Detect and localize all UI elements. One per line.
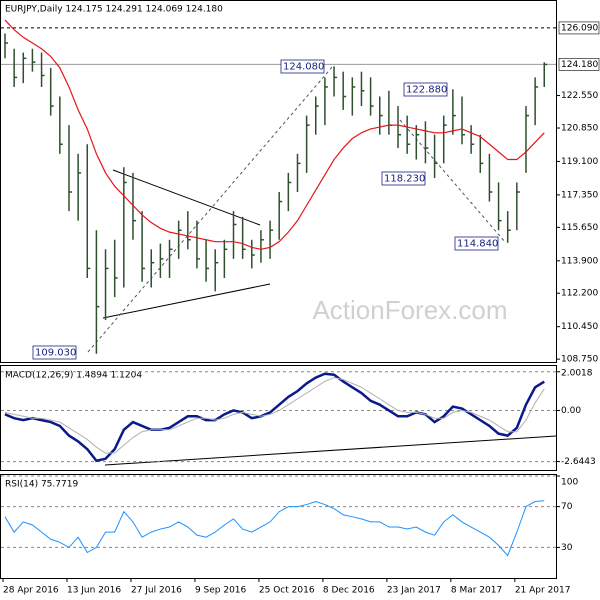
y-tick-label: 122.550 — [561, 91, 598, 101]
watermark: ActionForex.com — [312, 295, 507, 325]
level-label: 124.180 — [561, 60, 598, 70]
trend-line — [112, 169, 261, 226]
y-tick-label: 112.200 — [561, 289, 598, 299]
x-tick-label: 9 Sep 2016 — [195, 586, 247, 596]
y-tick-label: 0.00 — [561, 406, 581, 416]
x-tick-label: 8 Dec 2016 — [323, 586, 375, 596]
y-tick-label: 119.100 — [561, 157, 598, 167]
x-tick-label: 27 Jul 2016 — [131, 586, 182, 596]
annotation: 122.880 — [406, 85, 447, 96]
annotation: 118.230 — [384, 174, 425, 185]
y-tick-label: 115.650 — [561, 223, 598, 233]
x-tick-label: 23 Jan 2017 — [387, 586, 441, 596]
line-series — [4, 19, 545, 250]
macd-title: MACD(12,26,9) 1.4894 1.1204 — [5, 371, 142, 381]
y-tick-label: 117.350 — [561, 190, 598, 200]
rsi-panel — [0, 474, 557, 579]
y-tick-label: 120.850 — [561, 124, 598, 134]
y-tick-label: 70 — [561, 502, 573, 512]
x-tick-label: 28 Apr 2016 — [3, 586, 59, 596]
annotation: 114.840 — [457, 239, 498, 250]
x-tick-label: 8 Mar 2017 — [451, 586, 502, 596]
price-title: EURJPY,Daily 124.175 124.291 124.069 124… — [5, 5, 223, 15]
macd-trend-line — [104, 435, 557, 466]
y-tick-label: 100 — [561, 478, 578, 488]
wave-line — [399, 119, 506, 243]
annotation-box — [403, 82, 448, 97]
annotation-box — [381, 171, 426, 186]
price-panel — [0, 0, 557, 363]
level-label: 126.090 — [561, 23, 598, 33]
macd-panel — [0, 365, 557, 471]
annotation: 109.030 — [35, 348, 76, 359]
annotation-box — [280, 59, 325, 74]
rsi-title: RSI(14) 75.7719 — [5, 480, 78, 490]
annotation-box — [32, 345, 77, 360]
y-tick-label: 108.750 — [561, 355, 598, 365]
line-series — [4, 500, 545, 557]
line-series — [4, 372, 545, 463]
y-tick-label: -2.6443 — [561, 457, 596, 467]
x-tick-label: 25 Oct 2016 — [259, 586, 315, 596]
y-tick-label: 113.900 — [561, 256, 598, 266]
wave-line — [87, 65, 334, 353]
y-tick-label: 110.450 — [561, 322, 598, 332]
level-label-box — [558, 21, 600, 35]
level-label-box — [558, 58, 600, 71]
trend-line — [102, 283, 271, 319]
y-tick-label: 2.0018 — [561, 369, 593, 379]
x-tick-label: 13 Jun 2016 — [67, 586, 121, 596]
annotation: 124.080 — [283, 62, 324, 73]
annotation-box — [454, 236, 499, 251]
y-tick-label: 30 — [561, 543, 573, 553]
x-tick-label: 21 Apr 2017 — [515, 586, 571, 596]
line-series — [4, 377, 545, 454]
